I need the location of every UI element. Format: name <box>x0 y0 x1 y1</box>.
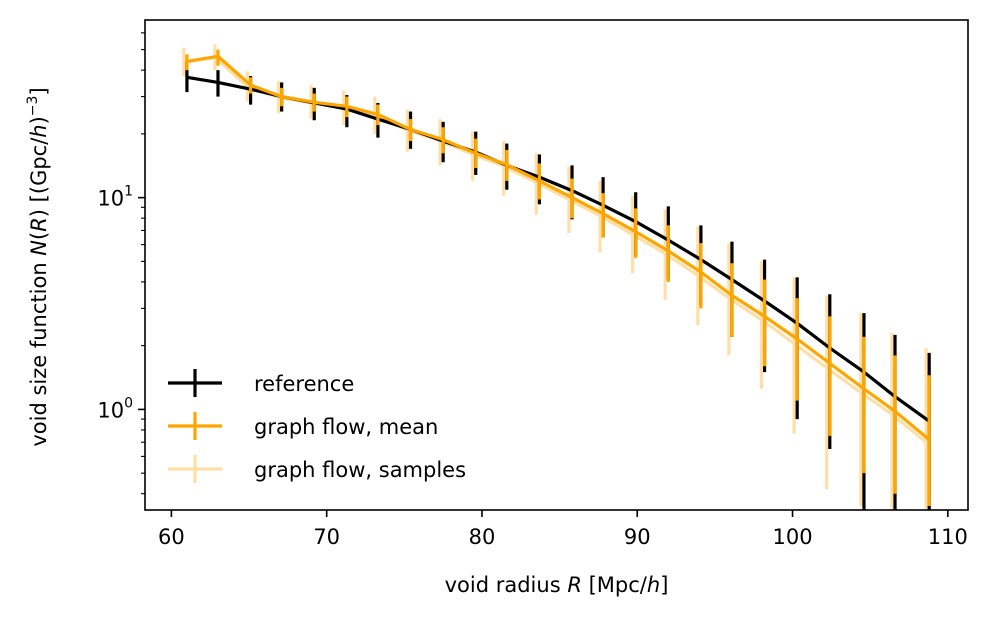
legend-item-marker <box>168 455 222 483</box>
x-tick-label: 60 <box>158 525 185 549</box>
series-reference <box>185 61 931 510</box>
series-line <box>186 54 931 441</box>
y-tick-label-exp: 0 <box>124 395 133 411</box>
x-tick-label: 70 <box>313 525 340 549</box>
y-tick-label: 100 <box>97 395 133 422</box>
legend-label: graph flow, mean <box>254 415 438 439</box>
x-tick-label: 100 <box>772 525 812 549</box>
y-tick-label-base: 10 <box>97 398 124 422</box>
legend-item-marker <box>168 412 222 440</box>
y-tick-label-base: 10 <box>97 187 124 211</box>
legend-item-marker <box>168 369 222 397</box>
y-tick-label-exp: 1 <box>124 184 133 200</box>
x-tick-label: 110 <box>928 525 968 549</box>
x-tick-label: 90 <box>624 525 651 549</box>
x-axis-label: void radius R [Mpc/h] <box>445 573 669 597</box>
legend-label: reference <box>254 372 354 396</box>
x-axis-ticks: 60 70 80 90 100 110 <box>158 510 968 549</box>
series-line <box>186 75 931 423</box>
series-graph-flow-mean <box>185 49 931 506</box>
plot-frame <box>144 19 969 511</box>
legend: reference graph flow, mean graph flow, sam… <box>168 369 466 483</box>
y-axis-label: void size function N(R) [(Gpc/h)−3] <box>25 87 51 446</box>
x-tick-label: 80 <box>469 525 496 549</box>
series-layer <box>182 44 931 510</box>
legend-label: graph flow, samples <box>254 458 466 482</box>
y-tick-label: 101 <box>97 184 133 211</box>
